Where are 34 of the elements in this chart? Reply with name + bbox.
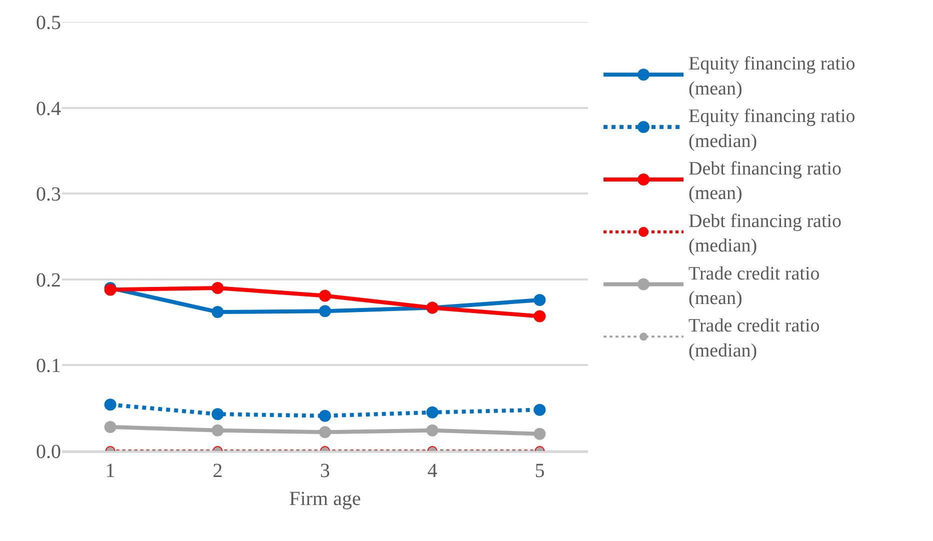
x-tick-label: 1 <box>105 460 116 482</box>
point <box>212 282 224 294</box>
y-tick-label: 0.4 <box>36 98 61 120</box>
legend-label: Equity financing ratio (median) <box>688 106 856 152</box>
point <box>319 290 331 302</box>
legend-label: Trade credit ratio (mean) <box>688 263 820 310</box>
y-tick-label: 0.3 <box>36 184 61 206</box>
point <box>104 420 116 433</box>
point <box>104 398 116 411</box>
x-tick-label: 2 <box>212 460 223 482</box>
legend-label: Equity financing ratio (mean) <box>688 54 856 100</box>
point <box>319 426 331 438</box>
point <box>212 408 224 420</box>
point <box>534 428 546 440</box>
x-tick-label: 3 <box>320 460 330 482</box>
point <box>426 406 438 418</box>
point <box>319 305 331 318</box>
legend-label: Trade credit ratio (median) <box>688 316 820 362</box>
point <box>426 424 438 436</box>
point <box>534 310 546 322</box>
legend-label: Debt financing ratio (mean) <box>688 158 842 204</box>
point <box>319 410 331 422</box>
y-tick-label: 0.2 <box>36 269 61 292</box>
x-axis-title: Firm age <box>289 488 361 510</box>
x-tick-label: 5 <box>534 460 545 482</box>
y-tick-label: 0.0 <box>36 441 61 463</box>
y-tick-label: 0.5 <box>36 12 61 34</box>
point <box>212 424 224 436</box>
point <box>534 294 546 306</box>
x-tick-label: 4 <box>427 460 438 482</box>
legend-label: Debt financing ratio (median) <box>688 210 842 257</box>
y-tick-label: 0.1 <box>36 355 61 378</box>
point <box>212 306 224 318</box>
point <box>534 404 546 416</box>
